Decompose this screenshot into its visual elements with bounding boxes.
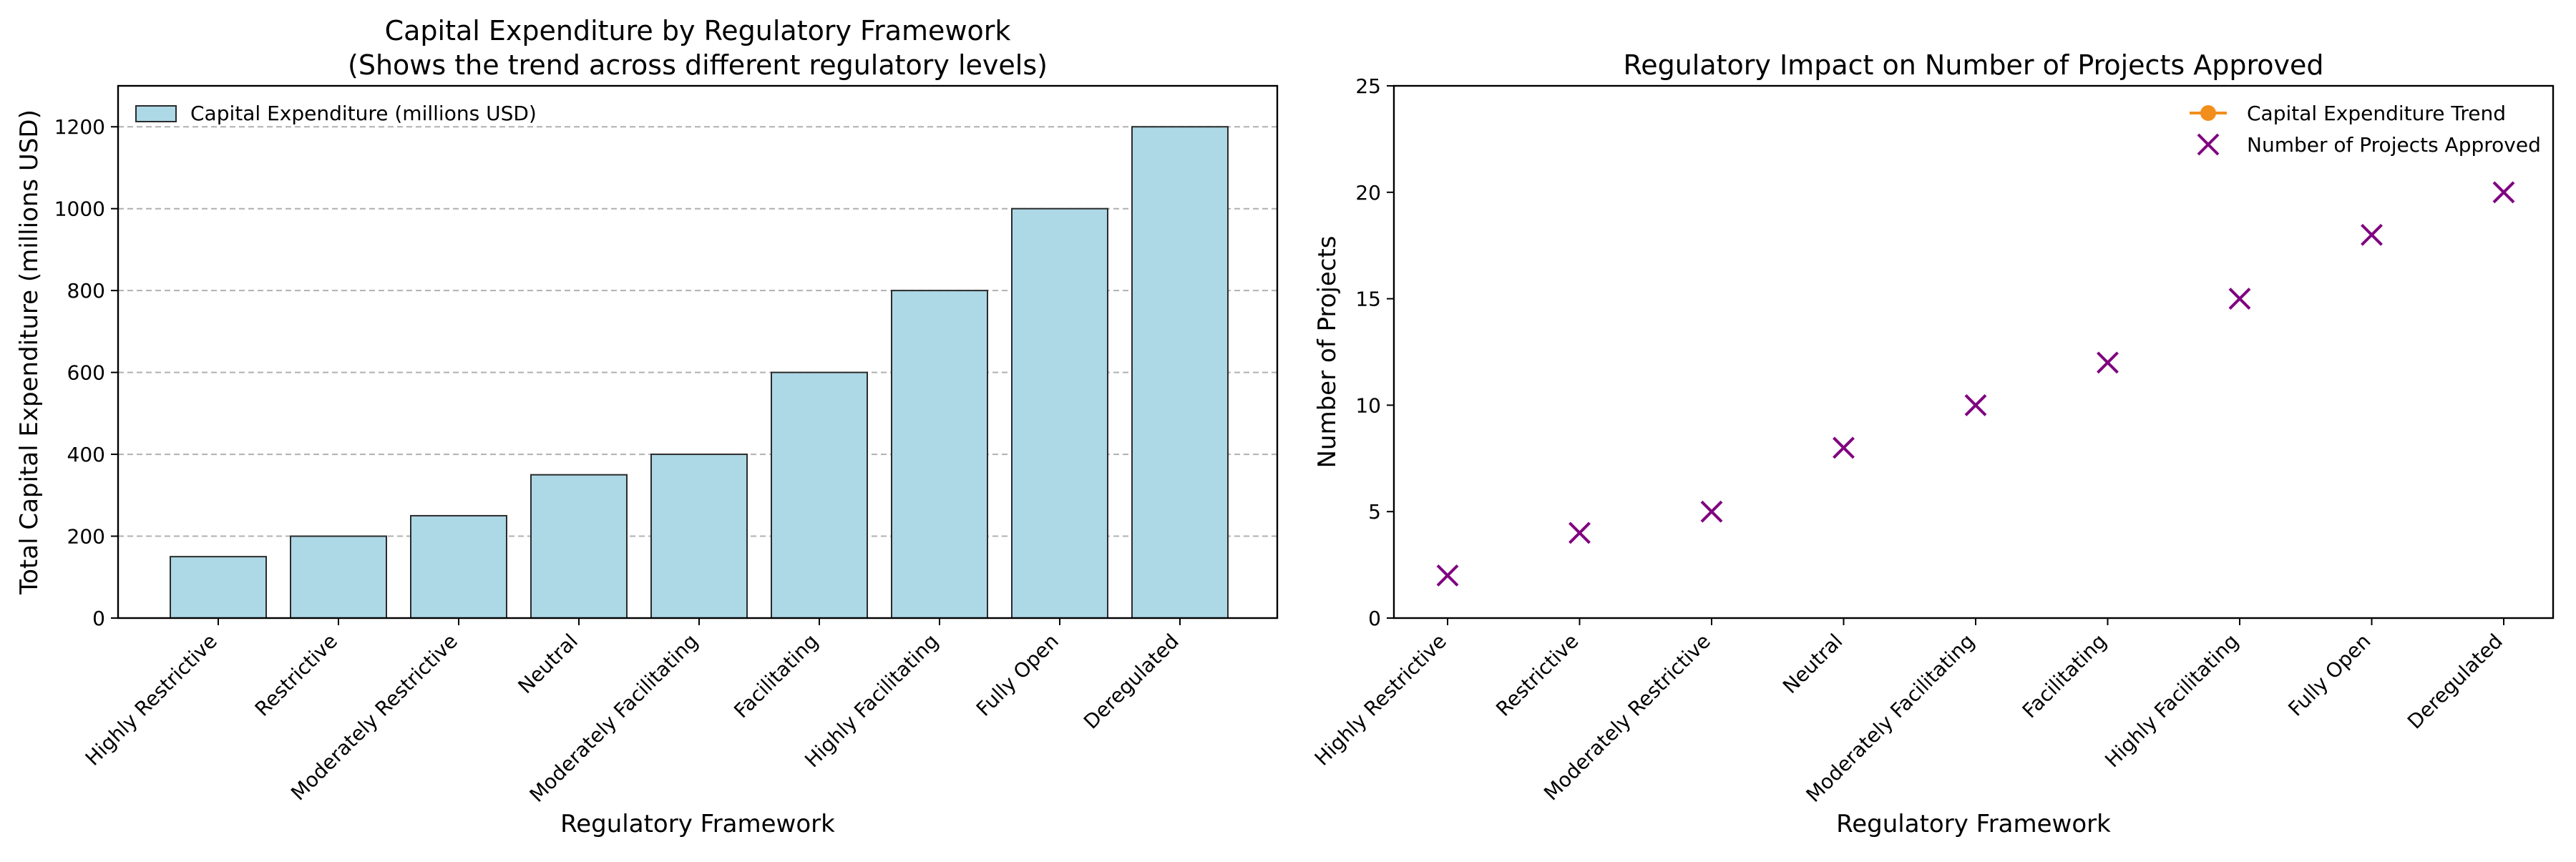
- bar: [290, 535, 387, 619]
- legend-dot: [2200, 105, 2216, 121]
- legend-x-marker: [2197, 133, 2220, 156]
- scatter-point: [1833, 436, 1855, 459]
- x-tick-label: Highly Facilitating: [800, 630, 943, 773]
- x-tick-label: Restrictive: [250, 630, 342, 721]
- y-tick-label: 5: [1368, 500, 1381, 524]
- x-tick-label: Deregulated: [1079, 630, 1184, 734]
- x-tick-label: Highly Facilitating: [2100, 630, 2243, 773]
- y-tick-label: 400: [67, 443, 105, 466]
- bar: [170, 556, 267, 619]
- y-tick-label: 1200: [54, 115, 105, 139]
- x-axis-label: Regulatory Framework: [1836, 810, 2111, 838]
- marker-stroke: [1833, 436, 1855, 459]
- x-tick-label: Fully Open: [2283, 630, 2375, 721]
- bar: [650, 454, 748, 619]
- x-axis-label: Regulatory Framework: [560, 810, 835, 838]
- x-tick-label: Deregulated: [2403, 630, 2507, 734]
- bar: [410, 514, 507, 619]
- plot-frame: [1392, 84, 2555, 619]
- scatter-point: [1436, 564, 1459, 587]
- scatter-point: [1700, 500, 1723, 523]
- y-tick-label: 15: [1355, 288, 1381, 311]
- x-tick-label: Restrictive: [1491, 630, 1583, 721]
- x-tick-label: Facilitating: [729, 630, 823, 723]
- y-tick-label: 10: [1355, 393, 1381, 417]
- bar: [1011, 207, 1108, 619]
- marker-stroke: [2361, 223, 2383, 246]
- legend-label: Capital Expenditure Trend: [2247, 102, 2506, 125]
- chart-title: Regulatory Impact on Number of Projects …: [1624, 49, 2324, 81]
- plot-frame: [117, 84, 1279, 619]
- legend-swatch: [135, 105, 177, 122]
- y-axis-label: Number of Projects: [1313, 235, 1342, 468]
- bar: [1131, 126, 1229, 619]
- marker-stroke: [1436, 564, 1459, 587]
- y-tick-label: 0: [92, 607, 105, 630]
- scatter-point: [2228, 288, 2251, 310]
- x-tick-label: Fully Open: [972, 630, 1063, 721]
- marker-stroke: [2097, 351, 2119, 374]
- y-tick-label: 20: [1355, 181, 1381, 205]
- y-tick-label: 200: [67, 525, 105, 549]
- scatter-point: [1568, 521, 1591, 544]
- y-tick-label: 0: [1368, 607, 1381, 630]
- marker-stroke: [1700, 500, 1723, 523]
- x-tick-label: Neutral: [514, 630, 582, 698]
- bar: [530, 474, 628, 619]
- bar-chart-panel: 0 200 400 600 800 1000 1200 Highly Restrictive R…: [15, 15, 1279, 838]
- marker-stroke: [1964, 393, 1987, 416]
- marker-stroke: [1568, 521, 1591, 544]
- chart-title-line-1: Capital Expenditure by Regulatory Framew…: [385, 15, 1011, 46]
- marker-stroke: [2492, 181, 2515, 204]
- scatter-point: [2361, 223, 2383, 246]
- y-tick-label: 800: [67, 279, 105, 303]
- chart-title-line-2: (Shows the trend across different regula…: [348, 49, 1048, 81]
- x-tick-label: Highly Restrictive: [81, 630, 222, 770]
- marker-stroke: [2228, 288, 2251, 310]
- legend-label: Capital Expenditure (millions USD): [190, 102, 537, 125]
- scatter-point: [1964, 393, 1987, 416]
- x-tick-label: Neutral: [1778, 630, 1847, 698]
- scatter-point: [2492, 181, 2515, 204]
- bar: [771, 371, 868, 619]
- y-tick-label: 25: [1355, 74, 1381, 98]
- y-axis-label: Total Capital Expenditure (millions USD): [15, 109, 44, 595]
- bar: [891, 290, 988, 619]
- scatter-point: [2097, 351, 2119, 374]
- marker-stroke: [2197, 133, 2220, 156]
- x-tick-label: Highly Restrictive: [1310, 630, 1451, 770]
- y-tick-label: 600: [67, 361, 105, 385]
- legend-label: Number of Projects Approved: [2247, 133, 2541, 157]
- y-tick-label: 1000: [54, 197, 105, 221]
- x-tick-label: Facilitating: [2018, 630, 2112, 723]
